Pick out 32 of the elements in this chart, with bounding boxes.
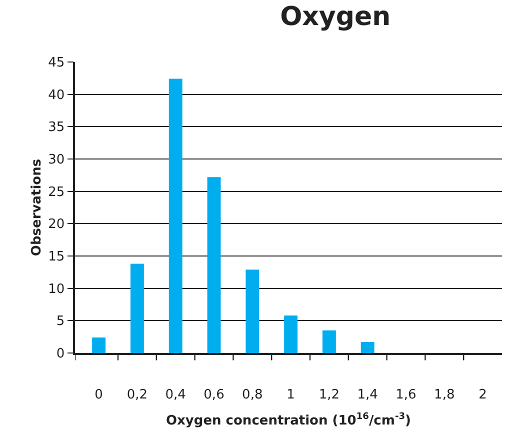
x-tick-label: 0,2	[126, 387, 148, 402]
x-tick-label: 1	[286, 387, 295, 402]
bar	[246, 270, 260, 353]
y-tick-label: 5	[56, 314, 65, 330]
x-tick-label: 1,8	[434, 387, 455, 402]
y-tick-label: 45	[48, 56, 65, 71]
y-tick-label: 40	[48, 88, 65, 103]
bar	[284, 315, 298, 353]
bar	[360, 342, 374, 353]
y-tick-label: 20	[48, 217, 65, 232]
y-tick-label: 35	[48, 120, 65, 136]
y-tick-label: 15	[48, 250, 65, 265]
x-tick-label: 1,6	[396, 387, 416, 402]
x-tick-label: 0,6	[204, 387, 224, 402]
chart-title: Oxygen	[280, 2, 391, 32]
x-tick-label: 0	[94, 387, 103, 402]
bar	[92, 337, 106, 353]
x-tick-label: 0,4	[165, 387, 186, 402]
y-tick-label: 0	[56, 346, 65, 362]
x-tick-label: 0,8	[242, 387, 263, 402]
bar	[168, 78, 182, 353]
x-tick-label: 1,4	[357, 387, 378, 402]
y-axis-title: Observations	[30, 158, 45, 256]
x-tick-label: 1,2	[318, 387, 340, 402]
bar	[130, 264, 144, 353]
bar	[207, 177, 221, 353]
y-tick-label: 10	[48, 282, 65, 297]
bar	[322, 330, 336, 353]
y-tick-label: 30	[48, 152, 65, 168]
x-axis-title: Oxygen concentration (10$^{16}$/cm$^{-3}$)	[166, 412, 412, 428]
y-tick-label: 25	[48, 184, 65, 200]
x-tick-label: 2	[478, 387, 487, 402]
